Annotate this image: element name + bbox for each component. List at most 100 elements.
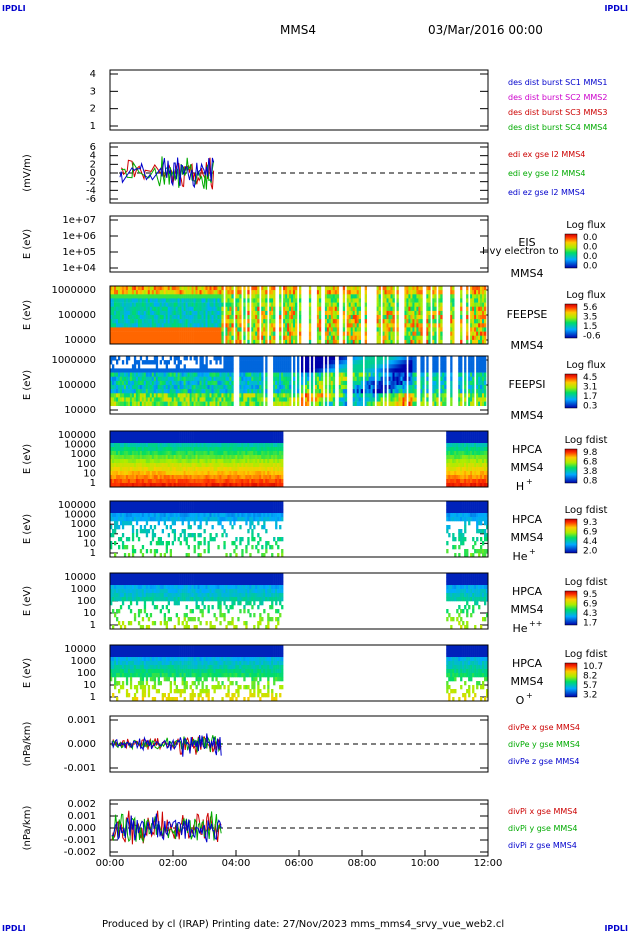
panel-4-cell: [197, 376, 200, 382]
panel-3-cell: [376, 298, 379, 303]
panel-4-cell: [450, 401, 453, 406]
panel-3-cell: [392, 298, 395, 303]
panel-5-cell: [271, 443, 274, 448]
panel-3-cell: [187, 302, 190, 307]
panel-3-cell: [350, 335, 353, 341]
panel-5-cell: [223, 479, 226, 484]
panel-4-cell: [114, 389, 117, 394]
panel-5-cell: [253, 467, 256, 472]
panel-5-cell: [165, 451, 168, 456]
panel-4-cell: [249, 356, 252, 361]
panel-4-cell: [404, 380, 407, 386]
panel-3-cell: [412, 298, 415, 303]
panel-3-cell: [177, 302, 180, 307]
panel-3-cell: [308, 302, 312, 307]
panel-5-cell: [191, 475, 194, 480]
panel-3-cell: [293, 294, 296, 299]
panel-4-cell: [118, 389, 121, 394]
panel-4-cell: [408, 364, 411, 369]
panel-3-cell: [143, 319, 147, 324]
panel-4-cell: [255, 397, 258, 402]
panel-4-cell: [245, 364, 248, 369]
panel-5-cell: [143, 479, 147, 484]
panel-4-cell: [310, 389, 314, 394]
panel-4-cell: [253, 368, 256, 373]
panel-3-cell: [139, 315, 143, 320]
panel-3-cell: [195, 310, 198, 316]
panel-3-cell: [326, 310, 330, 316]
panel-3-cell: [382, 290, 385, 295]
panel-5-cell: [114, 463, 117, 468]
panel-4-cell: [251, 376, 254, 382]
panel-4-cell: [118, 401, 121, 406]
panel-3-cell: [452, 319, 455, 324]
panel-5-cell: [110, 463, 113, 468]
panel-3-cell: [189, 331, 192, 336]
panel-3-cell: [159, 339, 162, 345]
panel-3-cell: [131, 302, 135, 307]
panel-4-cell: [157, 380, 160, 386]
panel-4-cell: [241, 364, 244, 369]
panel-4-cell: [372, 356, 375, 361]
panel-4-cell: [275, 393, 278, 398]
panel-5-cell: [211, 439, 214, 444]
panel-3-cell: [354, 331, 357, 336]
panel-3-cell: [269, 335, 272, 341]
panel-3-cell: [229, 339, 232, 345]
panel-5-cell: [257, 479, 260, 484]
panel-3-cell: [175, 290, 178, 295]
panel-4-cell: [211, 372, 214, 377]
panel-5-cell: [119, 439, 123, 444]
panel-3-cell: [121, 310, 125, 316]
panel-4-cell: [354, 372, 357, 377]
panel-4-cell: [289, 401, 292, 406]
panel-5-cell: [253, 431, 256, 436]
panel-4-cell: [279, 401, 282, 406]
panel-3-cell: [137, 302, 141, 307]
panel-4-cell: [314, 356, 318, 361]
panel-3-cell: [199, 298, 202, 303]
panel-5-cell: [271, 455, 274, 460]
panel-3-cell: [478, 319, 481, 324]
panel-5-cell: [203, 451, 206, 456]
panel-4-cell: [287, 389, 290, 394]
panel-3-cell: [420, 290, 423, 295]
panel-4-cell: [402, 389, 405, 394]
panel-4-cell: [179, 393, 182, 398]
panel-3-cell: [418, 331, 421, 336]
panel-3-cell: [159, 306, 162, 312]
panel-5-cell: [125, 447, 129, 452]
panel-3-cell: [173, 323, 176, 328]
panel-3-cell: [480, 310, 483, 316]
panel-3-cell: [219, 327, 222, 332]
panel-4-cell: [215, 360, 218, 365]
panel-4-cell: [259, 356, 262, 361]
panel-5-cell: [165, 471, 168, 476]
panel-3-cell: [153, 315, 157, 320]
panel-3-cell: [207, 306, 210, 312]
panel-2-ylabel: E (eV): [22, 229, 33, 259]
panel-5-cell: [247, 447, 250, 452]
panel-4-cell: [181, 380, 184, 386]
panel-5-cell: [147, 451, 151, 456]
panel-4-cell: [356, 397, 359, 402]
panel-3-cell: [193, 298, 196, 303]
panel-5-cell: [239, 443, 242, 448]
panel-5-cell: [123, 443, 127, 448]
panel-3-cell: [263, 323, 266, 328]
panel-4-colorbar-title: Log flux: [566, 360, 606, 371]
panel-4-cell: [110, 372, 113, 377]
panel-3-cell: [127, 331, 131, 336]
panel-5-cell: [271, 479, 274, 484]
panel-4-cell: [139, 385, 143, 390]
panel-4-cell: [396, 389, 399, 394]
panel-5-cell: [247, 479, 250, 484]
panel-3-cell: [189, 302, 192, 307]
panel-4-ylabel: E (eV): [22, 370, 33, 400]
panel-3-cell: [332, 290, 336, 295]
panel-4-cell: [378, 380, 381, 386]
panel-4-cell: [310, 401, 314, 406]
panel-4-cell: [432, 389, 435, 394]
panel-3-cell: [316, 286, 320, 291]
panel-4-cell: [380, 397, 383, 402]
